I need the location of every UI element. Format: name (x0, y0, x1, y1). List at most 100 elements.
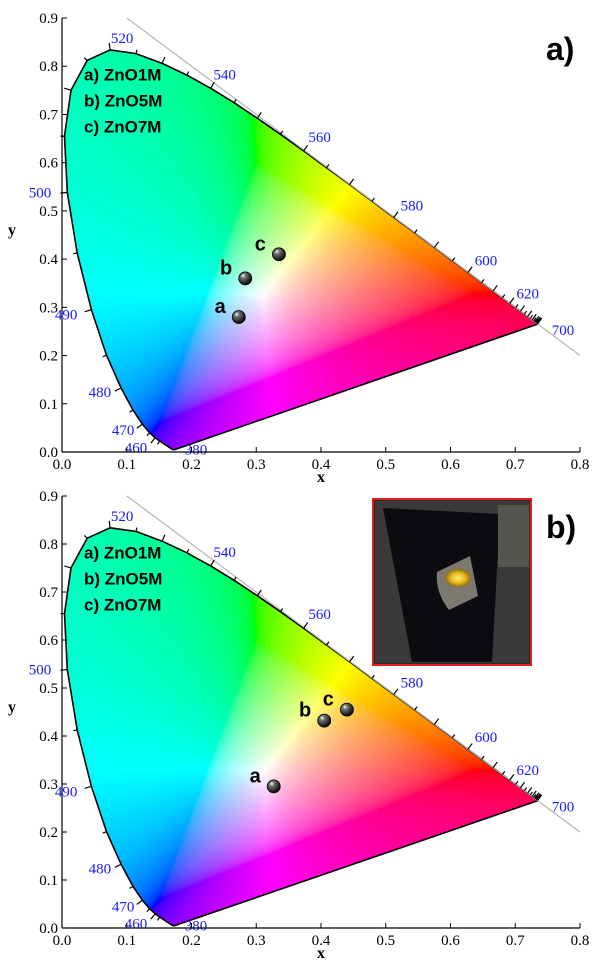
y-tick-label: 0.9 (39, 489, 58, 505)
wavelength-tick (102, 831, 107, 834)
wavelength-tick (349, 178, 355, 185)
wavelength-tick (371, 674, 375, 679)
legend-entry: b) ZnO5M (84, 569, 162, 588)
inset-photo-corner (498, 505, 529, 567)
x-tick-label: 0.8 (571, 457, 590, 473)
y-tick-label: 0.9 (39, 11, 58, 27)
wavelength-tick (64, 565, 72, 569)
wavelength-tick (371, 197, 375, 202)
wavelength-tick (114, 863, 122, 868)
y-tick-label: 0.7 (39, 585, 58, 601)
wavelength-tick (534, 792, 540, 799)
wavelength-tick (73, 252, 78, 255)
y-tick-label: 0.7 (39, 107, 58, 123)
y-tick-label: 0.6 (39, 633, 58, 649)
wavelength-tick (515, 304, 519, 309)
wavelength-tick (146, 432, 151, 436)
data-point-label-b: b (220, 257, 232, 279)
wavelength-tick (73, 729, 78, 732)
wavelength-label-480: 480 (89, 385, 112, 401)
wavelength-tick (60, 668, 68, 671)
y-tick-label: 0.3 (39, 300, 58, 316)
wavelength-label-620: 620 (516, 286, 539, 302)
wavelength-tick (136, 899, 143, 905)
wavelength-tick (467, 743, 473, 750)
y-tick-label: 0.4 (39, 252, 58, 268)
legend-entry: a) ZnO1M (84, 543, 161, 562)
wavelength-tick (326, 164, 330, 169)
wavelength-label-540: 540 (213, 545, 236, 561)
wavelength-tick (492, 761, 498, 769)
y-tick-label: 0.5 (39, 204, 58, 220)
x-axis-label: x (317, 469, 325, 486)
x-tick-label: 0.0 (53, 933, 72, 949)
y-tick-label: 0.2 (39, 349, 58, 365)
y-tick-label: 0.6 (39, 156, 58, 172)
wavelength-tick (519, 305, 526, 312)
wavelength-tick (531, 313, 537, 321)
wavelength-label-490: 490 (55, 784, 78, 800)
color-gamut-fill (64, 49, 538, 450)
wavelength-label-620: 620 (516, 763, 539, 779)
wavelength-tick (83, 57, 88, 61)
wavelength-tick (349, 655, 355, 663)
wavelength-tick (279, 130, 284, 135)
x-tick-label: 0.6 (441, 933, 460, 949)
wavelength-tick (161, 534, 166, 542)
y-axis-label: y (8, 699, 16, 716)
wavelength-tick (451, 257, 456, 262)
legend-entry: c) ZnO7M (84, 595, 161, 614)
data-point-c (272, 247, 286, 262)
wavelength-tick (129, 885, 134, 889)
wavelength-tick (537, 317, 543, 325)
wavelength-tick (534, 795, 539, 800)
wavelength-tick (414, 229, 418, 234)
data-point-label-b: b (299, 700, 311, 722)
y-tick-label: 0.0 (39, 921, 58, 937)
wavelength-tick (233, 99, 237, 104)
wavelength-tick (150, 437, 156, 444)
wavelength-tick (523, 310, 528, 315)
data-point-label-c: c (255, 233, 266, 255)
wavelength-tick (83, 535, 88, 539)
wavelength-tick (303, 622, 309, 629)
wavelength-label-600: 600 (475, 730, 498, 746)
wavelength-label-460: 460 (125, 917, 148, 933)
wavelength-tick (433, 718, 440, 725)
wavelength-label-380: 380 (185, 919, 208, 935)
wavelength-tick (64, 87, 72, 91)
wavelength-tick (533, 794, 537, 798)
wavelength-tick (210, 81, 215, 89)
panel-a: 380 460 470 480 490 500 520 540 560 580 600 620 700 0… (8, 11, 589, 486)
data-point-label-c: c (323, 689, 334, 711)
wavelength-tick (515, 780, 519, 785)
wavelength-tick (256, 589, 262, 597)
wavelength-tick (527, 787, 533, 794)
y-tick-label: 0.0 (39, 445, 58, 461)
panel-b: 380 460 470 480 490 500 520 540 560 580 600 620 700 0… (8, 489, 589, 960)
wavelength-tick (186, 548, 190, 554)
wavelength-tick (84, 785, 92, 789)
wavelength-tick (533, 317, 537, 322)
wavelength-tick (501, 294, 506, 299)
wavelength-label-600: 600 (475, 253, 498, 269)
wavelength-tick (326, 641, 330, 646)
wavelength-tick (146, 908, 151, 913)
wavelength-tick (414, 706, 418, 711)
wavelength-label-460: 460 (125, 441, 148, 457)
wavelength-tick (467, 266, 473, 273)
wavelength-label-580: 580 (401, 198, 424, 214)
wavelength-label-580: 580 (401, 675, 424, 691)
wavelength-tick (156, 916, 161, 921)
x-tick-label: 0.3 (247, 457, 266, 473)
wavelength-tick (108, 42, 111, 51)
wavelength-tick (60, 191, 68, 194)
wavelength-tick (523, 787, 528, 792)
x-tick-label: 0.0 (53, 457, 72, 473)
wavelength-label-500: 500 (29, 663, 52, 679)
wavelength-tick (108, 520, 111, 528)
wavelength-tick (102, 354, 107, 358)
wavelength-tick (84, 309, 92, 313)
data-point-c (339, 702, 354, 717)
y-tick-label: 0.3 (39, 777, 58, 793)
